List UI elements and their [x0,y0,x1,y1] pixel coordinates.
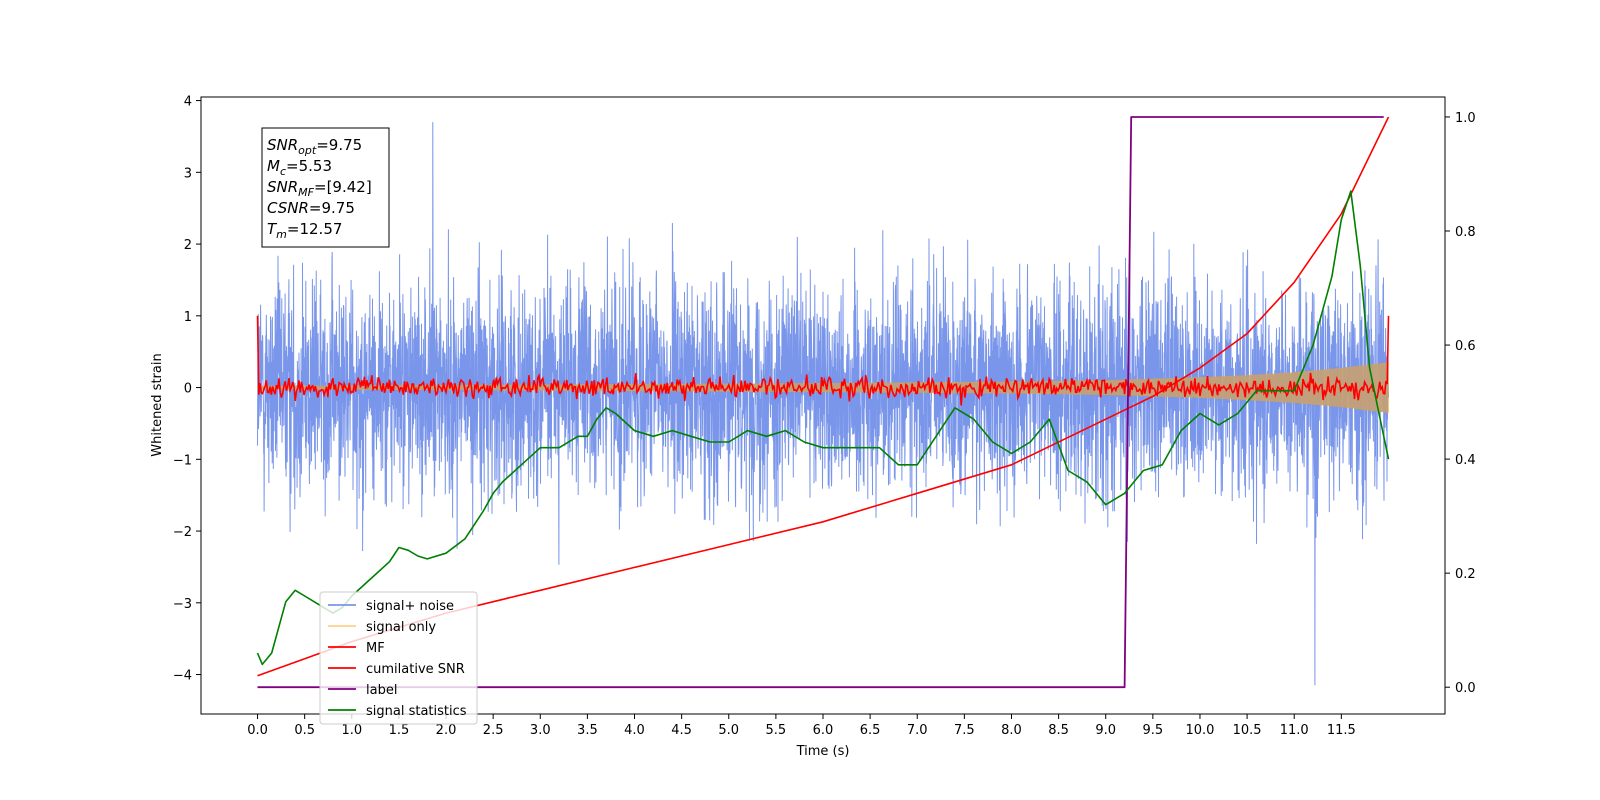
annotation-symbol: M [267,157,280,175]
series-line-signal-statistics [256,190,1390,666]
y-axis-left: 4 3 2 1 0 −1 −2 −3 −4 [173,95,201,684]
annotation-symbol: CSNR [267,199,309,217]
x-tick-label: 2.5 [483,723,504,738]
annotation-symbol: SNR [267,136,298,154]
legend-item-label: cumilative SNR [366,662,465,677]
x-tick-label: 4.5 [671,723,692,738]
x-tick-label: 6.0 [813,723,834,738]
annotation-line: SNRopt=9.75 [267,136,362,157]
y-tick-label: −4 [173,669,192,684]
annotation-frame [261,127,390,248]
y-right-tick-label: 0.2 [1455,567,1476,582]
x-tick-label: 9.5 [1143,723,1164,738]
annotation-value: =9.75 [316,136,362,154]
legend-frame [319,591,478,725]
x-tick-label: 5.0 [718,723,739,738]
x-tick-label: 8.0 [1001,723,1022,738]
annotation-subscript: opt [298,144,317,157]
y-right-tick-label: 1.0 [1455,111,1476,126]
x-tick-label: 1.5 [389,723,410,738]
annotation-subscript: m [276,228,287,241]
annotation-line: SNRMF=[9.42] [267,178,372,199]
x-tick-label: 10.0 [1185,723,1214,738]
annotation-symbol: T [267,220,278,238]
x-tick-label: 7.5 [954,723,975,738]
series-line-mf [256,315,1390,406]
x-tick-label: 1.0 [341,723,362,738]
y-right-tick-label: 0.6 [1455,339,1476,354]
annotation-line: CSNR=9.75 [267,199,355,217]
annotation-subscript: c [280,165,286,178]
y-axis-label: Whitened strain [150,353,165,456]
legend-item-label: label [366,683,397,698]
y-tick-label: −1 [173,453,192,468]
x-tick-label: 3.0 [530,723,551,738]
annotation-value: =12.57 [287,220,343,238]
x-tick-label: 11.0 [1280,723,1309,738]
y-tick-label: 3 [184,166,192,181]
x-tick-label: 0.0 [247,723,268,738]
x-tick-label: 5.5 [766,723,787,738]
legend-item-label: signal statistics [366,704,467,719]
x-tick-label: 11.5 [1327,723,1356,738]
x-tick-label: 0.5 [294,723,315,738]
x-axis-label: Time (s) [796,744,850,759]
legend: signal+ noise signal only MF cumilative SNR… [319,591,478,725]
x-tick-label: 9.0 [1095,723,1116,738]
annotation-value: =5.53 [286,157,332,175]
x-axis: 0.0 0.5 1.0 1.5 2.0 2.5 3.0 3.5 4.0 4.5 5.0 5.5 6.0 6… [247,714,1356,738]
y-tick-label: 4 [184,95,192,110]
legend-item-label: signal only [366,620,436,635]
x-tick-label: 3.5 [577,723,598,738]
annotation-value: =[9.42] [314,178,372,196]
annotation-value: =9.75 [309,199,355,217]
legend-item-label: signal+ noise [366,599,454,614]
annotation-subscript: MF [298,186,314,199]
y-right-tick-label: 0.0 [1455,681,1476,696]
x-tick-label: 4.0 [624,723,645,738]
x-tick-label: 10.5 [1233,723,1262,738]
y-tick-label: 1 [184,310,192,325]
y-tick-label: −3 [173,597,192,612]
x-tick-label: 7.0 [907,723,928,738]
annotation-line: Mc=5.53 [267,157,332,178]
y-axis-right: 1.0 0.8 0.6 0.4 0.2 0.0 [1445,111,1476,696]
legend-item-label: MF [366,641,385,656]
y-tick-label: 2 [184,238,192,253]
y-right-tick-label: 0.8 [1455,225,1476,240]
annotation-line: Tm=12.57 [267,220,342,241]
series-line-signal-noise [257,122,1389,686]
x-tick-label: 2.0 [436,723,457,738]
x-tick-label: 6.5 [860,723,881,738]
y-tick-label: −2 [173,525,192,540]
annotation-symbol: SNR [267,178,298,196]
y-tick-label: 0 [184,382,192,397]
annotation-box: SNRopt=9.75Mc=5.53SNRMF=[9.42]CSNR=9.75T… [261,127,390,248]
series-line-label [257,116,1384,689]
y-right-tick-label: 0.4 [1455,453,1476,468]
x-tick-label: 8.5 [1048,723,1069,738]
